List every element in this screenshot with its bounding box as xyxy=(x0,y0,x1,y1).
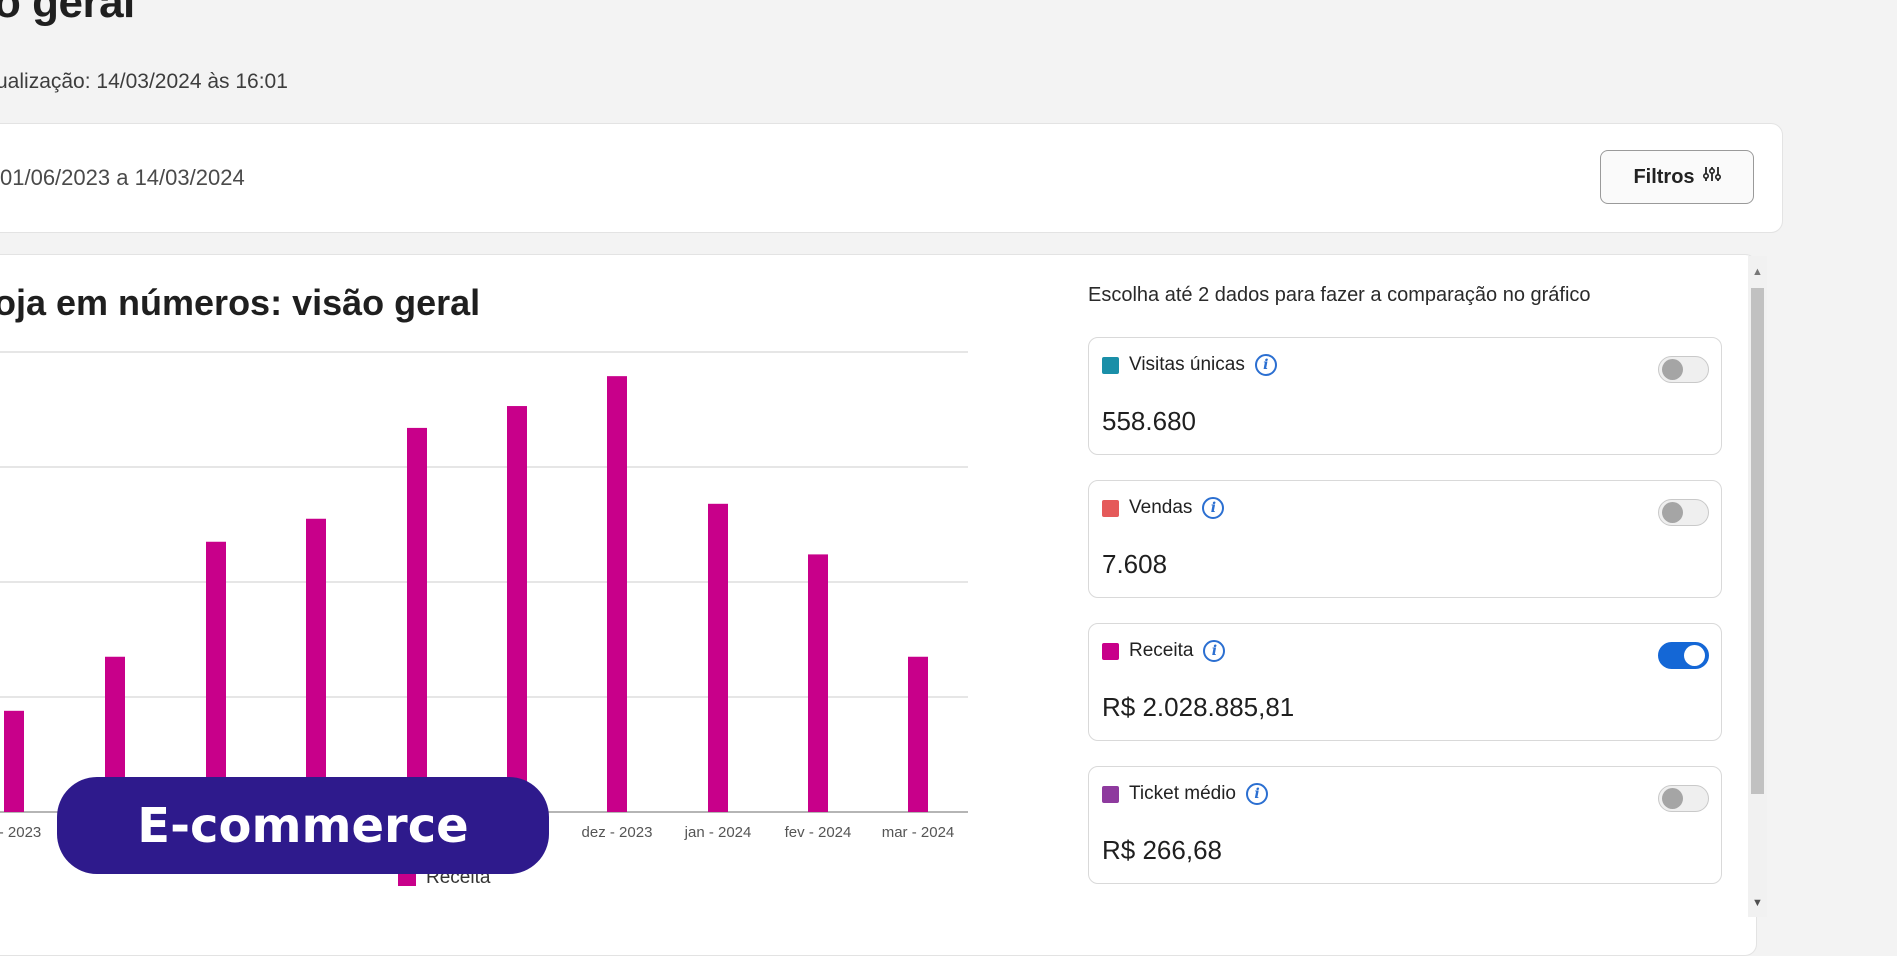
x-tick-label: fev - 2024 xyxy=(785,824,852,841)
scroll-up-arrow-icon[interactable]: ▲ xyxy=(1752,266,1763,278)
filters-button[interactable]: Filtros xyxy=(1600,150,1754,204)
metric-value: R$ 266,68 xyxy=(1102,835,1222,865)
x-tick-label: dez - 2023 xyxy=(582,824,653,841)
bar-receita[interactable] xyxy=(507,406,527,812)
ecommerce-badge: E-commerce xyxy=(57,777,549,874)
filter-bar xyxy=(0,123,1783,233)
sliders-icon xyxy=(1702,165,1721,189)
filters-button-label: Filtros xyxy=(1633,165,1695,188)
last-updated-text: ualização: 14/03/2024 às 16:01 xyxy=(0,70,288,93)
metric-card[interactable]: Visitas únicas i 558.680 xyxy=(1088,337,1722,455)
metric-toggle[interactable] xyxy=(1658,785,1709,812)
metric-color-swatch xyxy=(1102,356,1119,374)
metric-card[interactable]: Ticket médio i R$ 266,68 xyxy=(1088,766,1722,884)
bar-receita[interactable] xyxy=(407,427,427,812)
metric-label: Receita xyxy=(1129,640,1194,661)
date-range-text: 01/06/2023 a 14/03/2024 xyxy=(0,165,245,190)
metric-value: R$ 2.028.885,81 xyxy=(1102,692,1295,722)
bar-receita[interactable] xyxy=(808,554,828,812)
metric-card[interactable]: Receita i R$ 2.028.885,81 xyxy=(1088,623,1722,741)
metric-label: Vendas xyxy=(1129,497,1193,518)
metric-color-swatch xyxy=(1102,499,1119,517)
metric-toggle[interactable] xyxy=(1658,499,1709,526)
info-icon[interactable]: i xyxy=(1254,354,1277,376)
metric-toggle[interactable] xyxy=(1658,356,1709,383)
bar-receita[interactable] xyxy=(607,376,627,812)
toggle-knob xyxy=(1662,502,1683,523)
x-tick-label: mar - 2024 xyxy=(882,824,955,841)
bar-receita[interactable] xyxy=(306,518,326,812)
metric-label: Visitas únicas xyxy=(1129,354,1245,375)
metric-label: Ticket médio xyxy=(1129,783,1236,804)
bar-receita[interactable] xyxy=(206,541,226,812)
info-icon[interactable]: i xyxy=(1246,783,1268,805)
scroll-down-arrow-icon[interactable]: ▼ xyxy=(1752,897,1763,909)
metric-toggle[interactable] xyxy=(1658,642,1709,669)
info-icon[interactable]: i xyxy=(1203,640,1226,662)
metric-color-swatch xyxy=(1102,642,1119,660)
bar-receita[interactable] xyxy=(4,710,24,812)
page-title: o geral xyxy=(0,0,135,27)
metric-value: 558.680 xyxy=(1102,406,1196,436)
info-icon[interactable]: i xyxy=(1202,497,1225,519)
revenue-bar-chart: - 2023 dez - 2023 jan - 2024 fev - 2024 mar … xyxy=(0,351,968,888)
comparison-title: Escolha até 2 dados para fazer a compara… xyxy=(1088,284,1591,306)
bar-receita[interactable] xyxy=(708,503,728,812)
chart-title: oja em números: visão geral xyxy=(0,282,481,323)
toggle-knob xyxy=(1684,645,1705,666)
toggle-knob xyxy=(1662,359,1683,380)
metric-header: Ticket médio i xyxy=(1102,783,1268,805)
metric-color-swatch xyxy=(1102,785,1119,803)
metric-value: 7.608 xyxy=(1102,549,1168,579)
bar-receita[interactable] xyxy=(105,656,125,812)
x-tick-label: - 2023 xyxy=(0,824,41,841)
metric-header: Receita i xyxy=(1102,640,1226,662)
metric-header: Vendas i xyxy=(1102,497,1225,519)
bar-receita[interactable] xyxy=(908,656,928,812)
toggle-knob xyxy=(1662,788,1683,809)
metric-card[interactable]: Vendas i 7.608 xyxy=(1088,480,1722,598)
scrollbar-thumb[interactable] xyxy=(1751,288,1764,794)
metric-header: Visitas únicas i xyxy=(1102,354,1277,376)
x-tick-label: jan - 2024 xyxy=(684,824,752,841)
